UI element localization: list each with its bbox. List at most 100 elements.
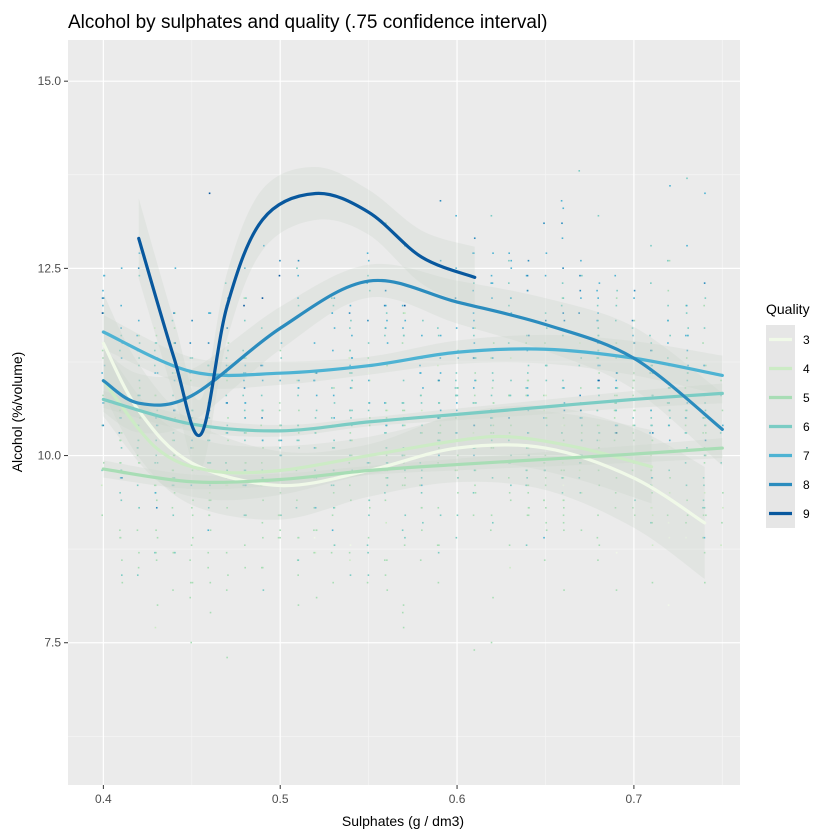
data-point (614, 506, 617, 509)
data-point (295, 506, 298, 509)
data-point (721, 521, 723, 524)
data-point (153, 327, 156, 329)
data-point (508, 491, 511, 494)
data-point (278, 409, 281, 412)
data-point (402, 379, 405, 382)
data-point (668, 409, 671, 412)
data-point (243, 379, 245, 382)
data-point (102, 357, 104, 359)
data-point (562, 521, 565, 524)
data-point (386, 319, 388, 322)
data-point (652, 394, 654, 397)
data-point (385, 417, 388, 419)
data-point (510, 454, 512, 457)
data-point (245, 297, 247, 299)
data-point (457, 477, 459, 479)
data-point (136, 334, 138, 337)
data-point (614, 424, 617, 427)
data-point (597, 297, 599, 299)
data-point (384, 432, 386, 434)
data-point (543, 222, 545, 225)
data-point (367, 536, 370, 539)
data-point (437, 506, 440, 509)
data-point (349, 372, 351, 374)
data-point (651, 491, 653, 494)
data-point (154, 394, 157, 397)
data-point (474, 447, 477, 449)
data-point (118, 417, 121, 419)
chart-title: Alcohol by sulphates and quality (.75 co… (68, 12, 548, 33)
data-point (545, 327, 548, 329)
data-point (703, 364, 705, 367)
data-point (669, 417, 671, 419)
series-line-8 (101, 278, 724, 431)
data-point (367, 551, 369, 554)
data-point (702, 506, 704, 509)
data-point (563, 469, 565, 472)
data-point (191, 581, 194, 584)
data-point (138, 342, 141, 344)
x-tick-label: 0.7 (626, 792, 643, 806)
data-point (331, 529, 334, 532)
data-point (225, 484, 227, 487)
data-point (279, 536, 281, 539)
data-point (508, 432, 511, 434)
data-point (261, 297, 264, 299)
data-point (455, 514, 457, 517)
data-point (598, 379, 600, 382)
data-point (261, 477, 264, 479)
data-point (720, 462, 723, 464)
data-point (403, 424, 406, 427)
data-point (563, 529, 565, 532)
data-point (525, 447, 528, 449)
data-point (598, 372, 600, 374)
data-point (403, 304, 406, 307)
data-point (208, 192, 211, 195)
data-point (686, 372, 689, 374)
data-point (243, 357, 246, 359)
data-point (562, 417, 565, 419)
data-point (120, 327, 122, 329)
data-point (438, 447, 440, 449)
data-point (297, 432, 300, 434)
data-point (209, 484, 211, 487)
data-point (226, 379, 228, 382)
data-point (686, 402, 689, 404)
data-point (721, 424, 724, 427)
data-point (507, 342, 510, 344)
data-point (279, 379, 282, 382)
data-point (386, 342, 389, 344)
data-point (473, 394, 476, 397)
data-point (528, 334, 530, 337)
data-point (509, 357, 512, 359)
confidence-band (103, 383, 723, 437)
data-point (153, 349, 156, 352)
data-point (403, 409, 406, 412)
data-point (526, 514, 529, 517)
data-point (420, 491, 423, 494)
data-point (668, 491, 671, 494)
data-point (314, 551, 317, 554)
data-point (226, 327, 229, 329)
data-point (101, 372, 103, 374)
data-point (614, 491, 617, 494)
data-point (439, 432, 442, 434)
data-point (262, 536, 264, 539)
data-point (330, 551, 333, 554)
data-point (651, 544, 654, 547)
data-point (561, 424, 564, 427)
data-point (633, 289, 636, 292)
data-point (473, 469, 476, 472)
data-point (384, 289, 387, 292)
data-point (544, 484, 547, 487)
data-point (369, 462, 371, 464)
data-point (702, 342, 704, 344)
data-point (296, 379, 299, 382)
data-point (579, 491, 582, 494)
data-point (454, 297, 457, 299)
data-point (596, 319, 598, 322)
data-point (138, 252, 141, 254)
y-tick-label: 12.5 (38, 261, 62, 275)
data-point (245, 357, 247, 359)
